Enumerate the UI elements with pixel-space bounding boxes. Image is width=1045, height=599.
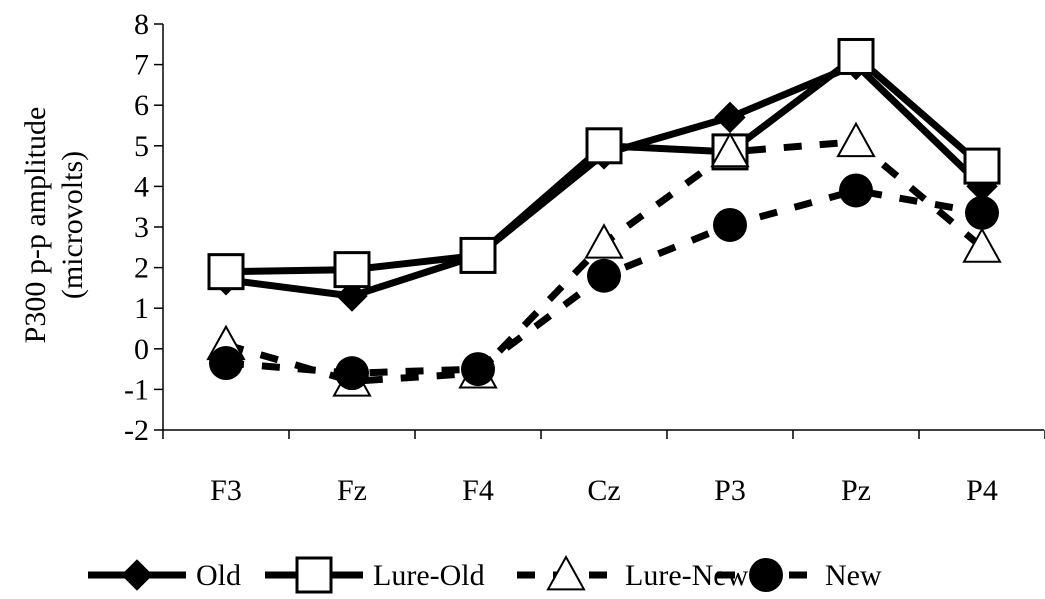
data-point-new — [587, 258, 621, 293]
data-point-lure-old — [333, 251, 371, 289]
data-point-old — [336, 280, 368, 312]
legend-marker-old — [121, 559, 153, 591]
data-point-lure-old — [207, 253, 245, 291]
data-point-lure-old — [585, 127, 623, 165]
data-point-new — [965, 195, 999, 230]
y-tick-label: 3 — [134, 211, 149, 244]
series-layer — [206, 37, 1002, 397]
data-point-lure-old — [963, 147, 1001, 185]
x-tick-label-f3: F3 — [210, 474, 242, 507]
series-markers-new — [209, 173, 999, 391]
y-tick-label: 2 — [134, 252, 149, 285]
data-point-lure-old — [837, 37, 875, 75]
data-point-new — [461, 352, 495, 387]
legend-label-new: New — [825, 559, 882, 592]
legend-item-lure-new: Lure-New — [517, 554, 749, 592]
y-axis-title-line: (microvolts) — [56, 151, 89, 299]
data-point-new — [713, 207, 747, 242]
x-tick-label-f4: F4 — [462, 474, 494, 507]
y-tick-label: 6 — [134, 89, 149, 122]
data-point-lure-new — [836, 121, 876, 158]
x-tick-label-fz: Fz — [337, 474, 367, 507]
legend-label-lure-old: Lure-Old — [373, 559, 485, 592]
data-point-old — [714, 101, 746, 134]
data-point-lure-old — [459, 236, 497, 274]
x-ticks: F3 Fz F4 Cz P3 Pz P4 — [162, 430, 1045, 507]
y-ticks: -2 -1 0 1 2 3 4 5 6 7 8 — [124, 8, 163, 447]
data-point-lure-new — [584, 223, 624, 259]
y-tick-label: 1 — [134, 292, 149, 325]
data-point-new — [209, 346, 243, 381]
y-axis-title-line: P300 p-p amplitude — [19, 107, 52, 344]
series-markers-lure-old — [207, 37, 1001, 291]
data-point-lure-new — [962, 227, 1002, 263]
data-point-new — [839, 173, 873, 208]
data-point-new — [335, 356, 369, 391]
x-tick-label-cz: Cz — [587, 474, 620, 507]
y-tick-label: 4 — [134, 170, 149, 203]
y-tick-label: -1 — [124, 373, 149, 406]
y-tick-label: 0 — [134, 333, 149, 366]
y-tick-label: -2 — [124, 414, 149, 447]
y-axis-title: P300 p-p amplitude (microvolts) — [19, 107, 89, 344]
y-tick-label: 5 — [134, 130, 149, 163]
y-tick-label: 8 — [134, 8, 149, 41]
legend-item-old: Old — [88, 559, 241, 592]
x-tick-label-pz: Pz — [841, 474, 871, 507]
legend: Old Lure-Old Lure-New New — [88, 554, 882, 594]
legend-item-lure-old: Lure-Old — [265, 556, 485, 594]
data-point-lure-new — [710, 131, 750, 168]
x-tick-label-p3: P3 — [714, 474, 746, 507]
x-tick-label-p4: P4 — [966, 474, 998, 507]
legend-marker-new — [749, 558, 783, 592]
legend-marker-lure-new — [546, 554, 586, 591]
legend-marker-lure-old — [295, 556, 333, 594]
y-tick-label: 7 — [134, 49, 149, 82]
legend-item-new: New — [717, 558, 882, 592]
legend-label-old: Old — [196, 559, 241, 592]
